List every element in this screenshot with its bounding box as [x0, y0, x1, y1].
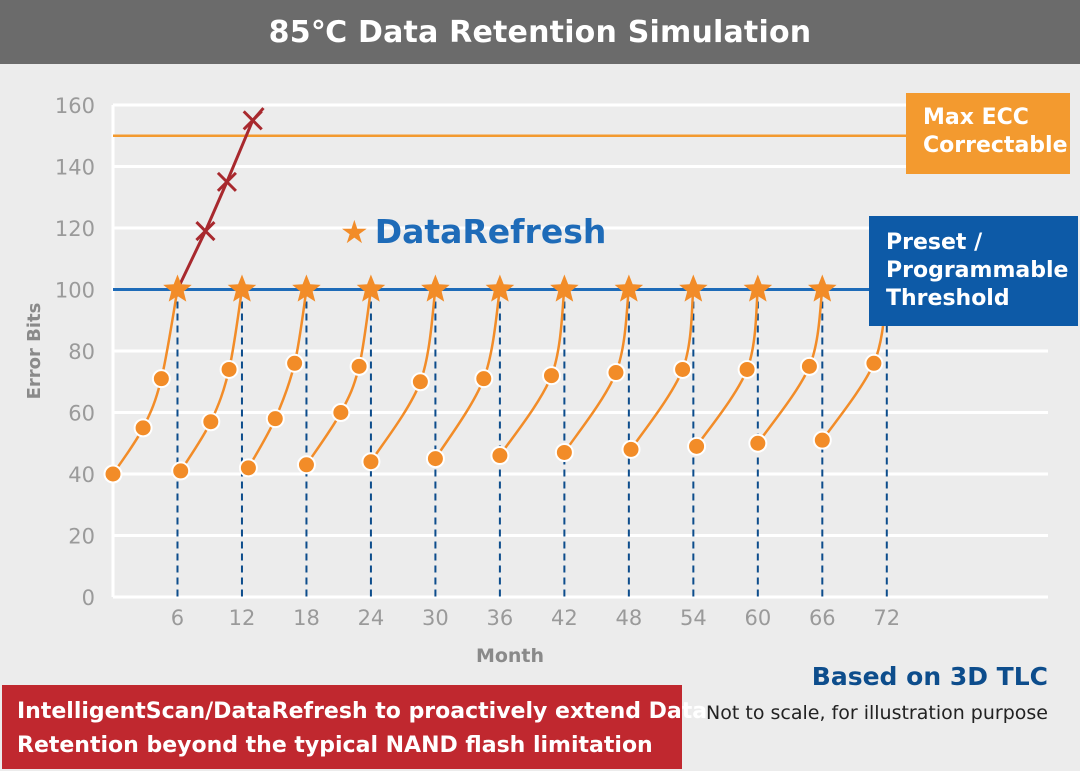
chart-title: 85℃ Data Retention Simulation — [0, 0, 1080, 64]
x-tick-label: 60 — [744, 606, 771, 630]
data-point — [737, 359, 757, 379]
refresh-curve — [111, 289, 179, 475]
refresh-star-marker — [743, 274, 773, 302]
x-tick-label: 66 — [809, 606, 836, 630]
x-tick-label: 30 — [422, 606, 449, 630]
data-point — [621, 439, 641, 459]
y-tick-label: 160 — [55, 94, 95, 118]
data-point — [864, 353, 884, 373]
refresh-curve — [305, 289, 373, 466]
max-ecc-label-box: Max ECC Correctable — [906, 93, 1070, 174]
data-point — [265, 409, 285, 429]
refresh-star-marker — [163, 274, 192, 302]
chart-background — [0, 64, 1080, 771]
preset-label-line1: Preset / — [886, 230, 983, 255]
max-ecc-label-line1: Max ECC — [923, 105, 1029, 130]
failure-x-marker — [195, 221, 216, 242]
data-point — [296, 455, 316, 475]
x-tick-label: 36 — [487, 606, 514, 630]
based-on-note: Based on 3D TLC — [811, 662, 1048, 691]
x-tick-label: 6 — [171, 606, 184, 630]
footer-banner: IntelligentScan/DataRefresh to proactive… — [2, 685, 708, 769]
refresh-star-marker — [679, 274, 708, 302]
data-point — [490, 446, 510, 466]
data-point — [799, 356, 819, 376]
y-axis-title: Error Bits — [24, 303, 45, 400]
data-point — [748, 433, 768, 453]
failure-x-marker — [216, 171, 237, 192]
data-point — [285, 353, 305, 373]
x-tick-label: 42 — [551, 606, 578, 630]
preset-label-line3: Threshold — [886, 286, 1010, 311]
failure-x-marker — [242, 110, 263, 131]
y-tick-label: 140 — [55, 156, 95, 180]
data-point — [151, 369, 171, 389]
data-point — [606, 363, 626, 383]
x-tick-label: 18 — [293, 606, 320, 630]
data-point — [410, 372, 430, 392]
datarefresh-legend: ★ DataRefresh — [340, 212, 606, 251]
y-tick-label: 100 — [55, 279, 95, 303]
x-tick-label: 54 — [680, 606, 707, 630]
refresh-star-marker — [808, 274, 837, 302]
x-axis-title: Month — [476, 645, 544, 667]
y-tick-label: 80 — [68, 340, 95, 364]
refresh-star-marker — [485, 274, 515, 302]
y-tick-label: 0 — [82, 586, 95, 610]
star-icon: ★ — [340, 212, 369, 251]
refresh-star-marker — [227, 274, 257, 302]
data-point — [201, 412, 221, 432]
refresh-star-marker — [614, 274, 644, 302]
x-tick-label: 48 — [615, 606, 642, 630]
preset-label-line2: Programmable — [886, 258, 1069, 283]
data-point — [361, 452, 381, 472]
y-tick-label: 60 — [68, 402, 95, 426]
data-point — [219, 359, 239, 379]
data-point — [238, 458, 258, 478]
data-point — [103, 464, 123, 484]
refresh-star-marker — [550, 274, 579, 302]
data-point — [349, 356, 369, 376]
x-tick-label: 24 — [358, 606, 385, 630]
data-point — [554, 442, 574, 462]
refresh-star-marker — [421, 274, 450, 302]
data-point — [171, 461, 191, 481]
refresh-curve — [247, 289, 308, 469]
refresh-star-marker — [292, 274, 321, 302]
datarefresh-legend-label: DataRefresh — [374, 212, 607, 251]
data-point — [541, 366, 561, 386]
data-point — [474, 369, 494, 389]
x-tick-label: 72 — [873, 606, 900, 630]
footer-line1: IntelligentScan/DataRefresh to proactive… — [17, 699, 708, 724]
scale-note: Not to scale, for illustration purpose — [706, 702, 1048, 724]
refresh-star-marker — [356, 274, 386, 302]
y-tick-label: 40 — [68, 463, 95, 487]
data-point — [673, 359, 693, 379]
preset-threshold-label-box: Preset / Programmable Threshold — [869, 216, 1078, 326]
refresh-curve — [179, 289, 244, 472]
data-point — [687, 436, 707, 456]
footer-line2: Retention beyond the typical NAND flash … — [17, 733, 653, 758]
y-tick-label: 120 — [55, 217, 95, 241]
data-point — [331, 403, 351, 422]
y-tick-label: 20 — [68, 525, 95, 549]
x-tick-label: 12 — [229, 606, 256, 630]
data-point — [425, 449, 445, 469]
data-point — [133, 418, 153, 438]
data-point — [812, 430, 832, 450]
max-ecc-label-line2: Correctable — [923, 133, 1068, 158]
